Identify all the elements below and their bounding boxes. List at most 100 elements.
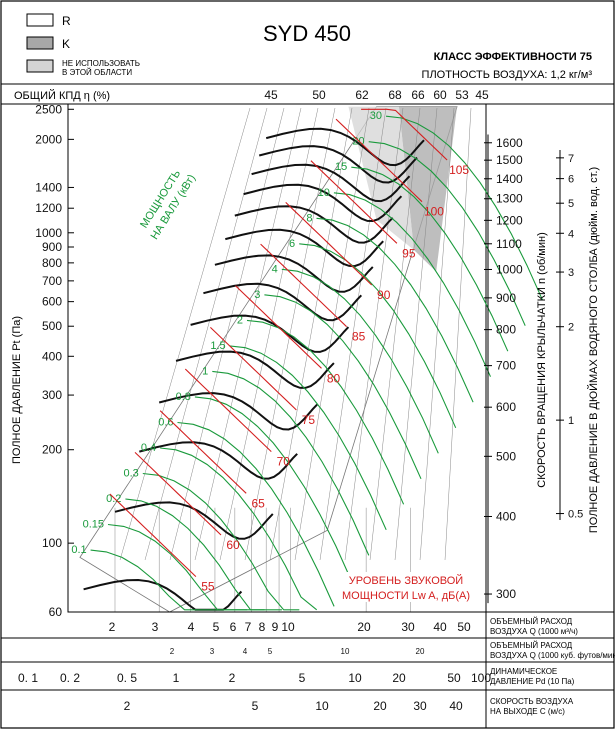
sound-curve-label-10: 105 bbox=[449, 163, 469, 177]
flow-m3h-tick-4: 6 bbox=[230, 620, 237, 634]
power-curve-label-16: 20 bbox=[352, 136, 364, 148]
flow-m3h-tick-6: 8 bbox=[259, 620, 266, 634]
power-curve-label-15: 15 bbox=[335, 161, 347, 173]
sound-curve-105 bbox=[361, 108, 448, 161]
efficiency-guide-4 bbox=[219, 107, 319, 561]
right-axis-label: СКОРОСТЬ ВРАЩЕНИЯ КРЫЛЬЧАТКИ n (об/мин) bbox=[536, 232, 548, 488]
dynamic-pressure-tick-8: 50 bbox=[447, 671, 461, 685]
dynamic-pressure-tick-2: 0. 5 bbox=[117, 671, 137, 685]
left-tick-label-11: 300 bbox=[42, 388, 62, 402]
far-right-tick-label-5: 2 bbox=[568, 322, 574, 334]
dynamic-pressure-tick-9: 100 bbox=[471, 671, 491, 685]
left-tick-label-14: 60 bbox=[49, 605, 63, 619]
sound-curve-55 bbox=[109, 493, 197, 577]
power-curve-label-10: 3 bbox=[254, 289, 260, 301]
power-curve-13 bbox=[316, 217, 474, 403]
efficiency-tick-2: 62 bbox=[355, 88, 369, 102]
flow-cfm-tick-1: 3 bbox=[210, 647, 215, 656]
efficiency-guide-8 bbox=[319, 107, 387, 561]
efficiency-tick-0: 45 bbox=[264, 88, 278, 102]
efficiency-tick-7: 45 bbox=[475, 88, 489, 102]
operating-zones bbox=[79, 106, 472, 613]
far-right-axis-label: ПОЛНОЕ ДАВЛЕНИЕ В ДЮЙМАХ ВОДЯНОГО СТОЛБА… bbox=[587, 167, 600, 533]
power-curve-label-8: 1.5 bbox=[210, 340, 225, 352]
left-tick-label-7: 700 bbox=[42, 274, 62, 288]
sound-curve-80 bbox=[235, 285, 322, 369]
sound-curve-100 bbox=[335, 118, 423, 203]
power-curve-label-3: 0.3 bbox=[123, 467, 138, 479]
flow-cfm-tick-0: 2 bbox=[170, 647, 175, 656]
power-curve-4 bbox=[160, 447, 318, 611]
sound-curve-85 bbox=[260, 243, 347, 328]
efficiency-guide-0 bbox=[119, 107, 251, 561]
flow-cfm-tick-2: 4 bbox=[243, 647, 248, 656]
scale2-label-2: ВОЗДУХА Q (1000 куб. футов/мин) bbox=[490, 651, 615, 660]
power-curve-8 bbox=[229, 345, 387, 531]
efficiency-tick-4: 66 bbox=[411, 88, 425, 102]
efficiency-guide-13 bbox=[444, 107, 472, 561]
sound-curve-90 bbox=[285, 202, 373, 286]
power-curve-15 bbox=[351, 166, 509, 352]
flow-m3h-tick-0: 2 bbox=[109, 620, 116, 634]
power-curve-7 bbox=[212, 370, 370, 556]
flow-m3h-tick-1: 3 bbox=[152, 620, 159, 634]
sound-curve-label-0: 55 bbox=[201, 580, 215, 594]
sound-curve-60 bbox=[134, 452, 222, 536]
dynamic-pressure-tick-7: 20 bbox=[392, 671, 406, 685]
air-density: ПЛОТНОСТЬ ВОЗДУХА: 1,2 кг/м³ bbox=[422, 69, 593, 81]
power-curve-label-11: 4 bbox=[272, 263, 278, 275]
power-curve-label-6: 0.8 bbox=[176, 391, 191, 403]
chart-title: SYD 450 bbox=[263, 21, 351, 46]
efficiency-tick-5: 60 bbox=[433, 88, 447, 102]
dynamic-pressure-tick-6: 10 bbox=[348, 671, 362, 685]
power-curve-2 bbox=[125, 498, 282, 611]
left-tick-label-13: 100 bbox=[42, 536, 62, 550]
efficiency-guide-12 bbox=[419, 107, 455, 561]
sound-curve-95 bbox=[310, 160, 398, 244]
flow-cfm-tick-4: 10 bbox=[341, 647, 350, 656]
efficiency-guide-6 bbox=[269, 107, 353, 561]
scale2-label-1: ОБЪЕМНЫЙ РАСХОД bbox=[490, 641, 573, 650]
sound-curve-65 bbox=[159, 410, 247, 494]
flow-m3h-tick-9: 20 bbox=[357, 620, 371, 634]
efficiency-guide-2 bbox=[169, 107, 285, 561]
left-tick-label-4: 1000 bbox=[35, 226, 62, 240]
sound-curve-label-1: 60 bbox=[226, 538, 240, 552]
operating-band bbox=[79, 106, 458, 613]
flow-cfm-ticks: 2 3 4 5 10 20 bbox=[170, 647, 425, 656]
power-curve-10 bbox=[264, 294, 422, 480]
power-curve-label-14: 10 bbox=[318, 187, 330, 199]
sound-curve-70 bbox=[184, 368, 272, 452]
left-tick-label-10: 400 bbox=[42, 349, 62, 363]
speed-curve-800 bbox=[190, 314, 350, 353]
outlet-velocity-ticks: 2 5 10 20 30 40 bbox=[124, 699, 463, 713]
left-tick-label-0: 2500 bbox=[35, 102, 62, 116]
power-curve-label-13: 8 bbox=[306, 212, 312, 224]
speed-curve-700 bbox=[175, 350, 335, 389]
right-tick-label-10: 600 bbox=[496, 400, 516, 414]
far-right-tick-label-1: 6 bbox=[568, 174, 574, 186]
speed-curve-1200 bbox=[234, 205, 394, 244]
speed-curve-600 bbox=[158, 392, 318, 431]
right-tick-label-0: 1600 bbox=[496, 136, 523, 150]
bottom-scales: ОБЪЕМНЫЙ РАСХОД ВОЗДУХА Q (1000 м³/ч) ОБ… bbox=[1, 611, 615, 728]
legend-label-r: R bbox=[62, 14, 71, 28]
outlet-velocity-tick-3: 20 bbox=[373, 699, 387, 713]
power-curve-label-7: 1 bbox=[202, 365, 208, 377]
speed-curve-300 bbox=[83, 578, 243, 611]
speed-curve-400 bbox=[114, 501, 274, 540]
power-curve-9 bbox=[246, 319, 405, 505]
left-tick-label-1: 2000 bbox=[35, 132, 62, 146]
right-tick-label-13: 300 bbox=[496, 587, 516, 601]
efficiency-axis-label: ОБЩИЙ КПД η (%) bbox=[14, 89, 110, 102]
right-tick-label-1: 1500 bbox=[496, 153, 523, 167]
power-curve-3 bbox=[142, 472, 300, 611]
power-curve-1 bbox=[107, 523, 265, 611]
power-curve-12 bbox=[299, 243, 457, 429]
sound-curve-label-6: 85 bbox=[352, 330, 366, 344]
left-tick-label-3: 1200 bbox=[35, 201, 62, 215]
dynamic-pressure-tick-3: 1 bbox=[173, 671, 180, 685]
sound-curve-label-9: 100 bbox=[424, 205, 444, 219]
flow-m3h-tick-8: 10 bbox=[281, 620, 295, 634]
